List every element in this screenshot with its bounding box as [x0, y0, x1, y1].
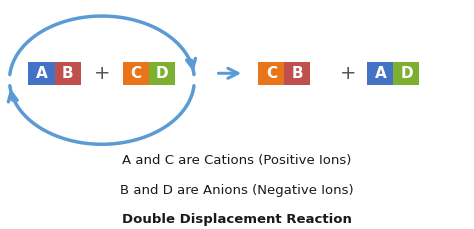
Text: B: B [62, 66, 73, 81]
Text: B: B [292, 66, 303, 81]
Text: A and C are Cations (Positive Ions): A and C are Cations (Positive Ions) [122, 154, 352, 167]
Text: A: A [374, 66, 386, 81]
Bar [367, 62, 393, 85]
Text: +: + [94, 64, 110, 83]
Text: D: D [400, 66, 413, 81]
Bar [149, 62, 175, 85]
Bar [123, 62, 149, 85]
Text: A: A [36, 66, 47, 81]
Text: C: C [131, 66, 142, 81]
Bar [284, 62, 310, 85]
Text: Double Displacement Reaction: Double Displacement Reaction [122, 213, 352, 226]
Text: B and D are Anions (Negative Ions): B and D are Anions (Negative Ions) [120, 184, 354, 196]
Bar [258, 62, 284, 85]
Text: C: C [266, 66, 277, 81]
Text: D: D [156, 66, 169, 81]
Bar [28, 62, 55, 85]
Bar [393, 62, 419, 85]
Bar [55, 62, 81, 85]
Text: +: + [340, 64, 356, 83]
